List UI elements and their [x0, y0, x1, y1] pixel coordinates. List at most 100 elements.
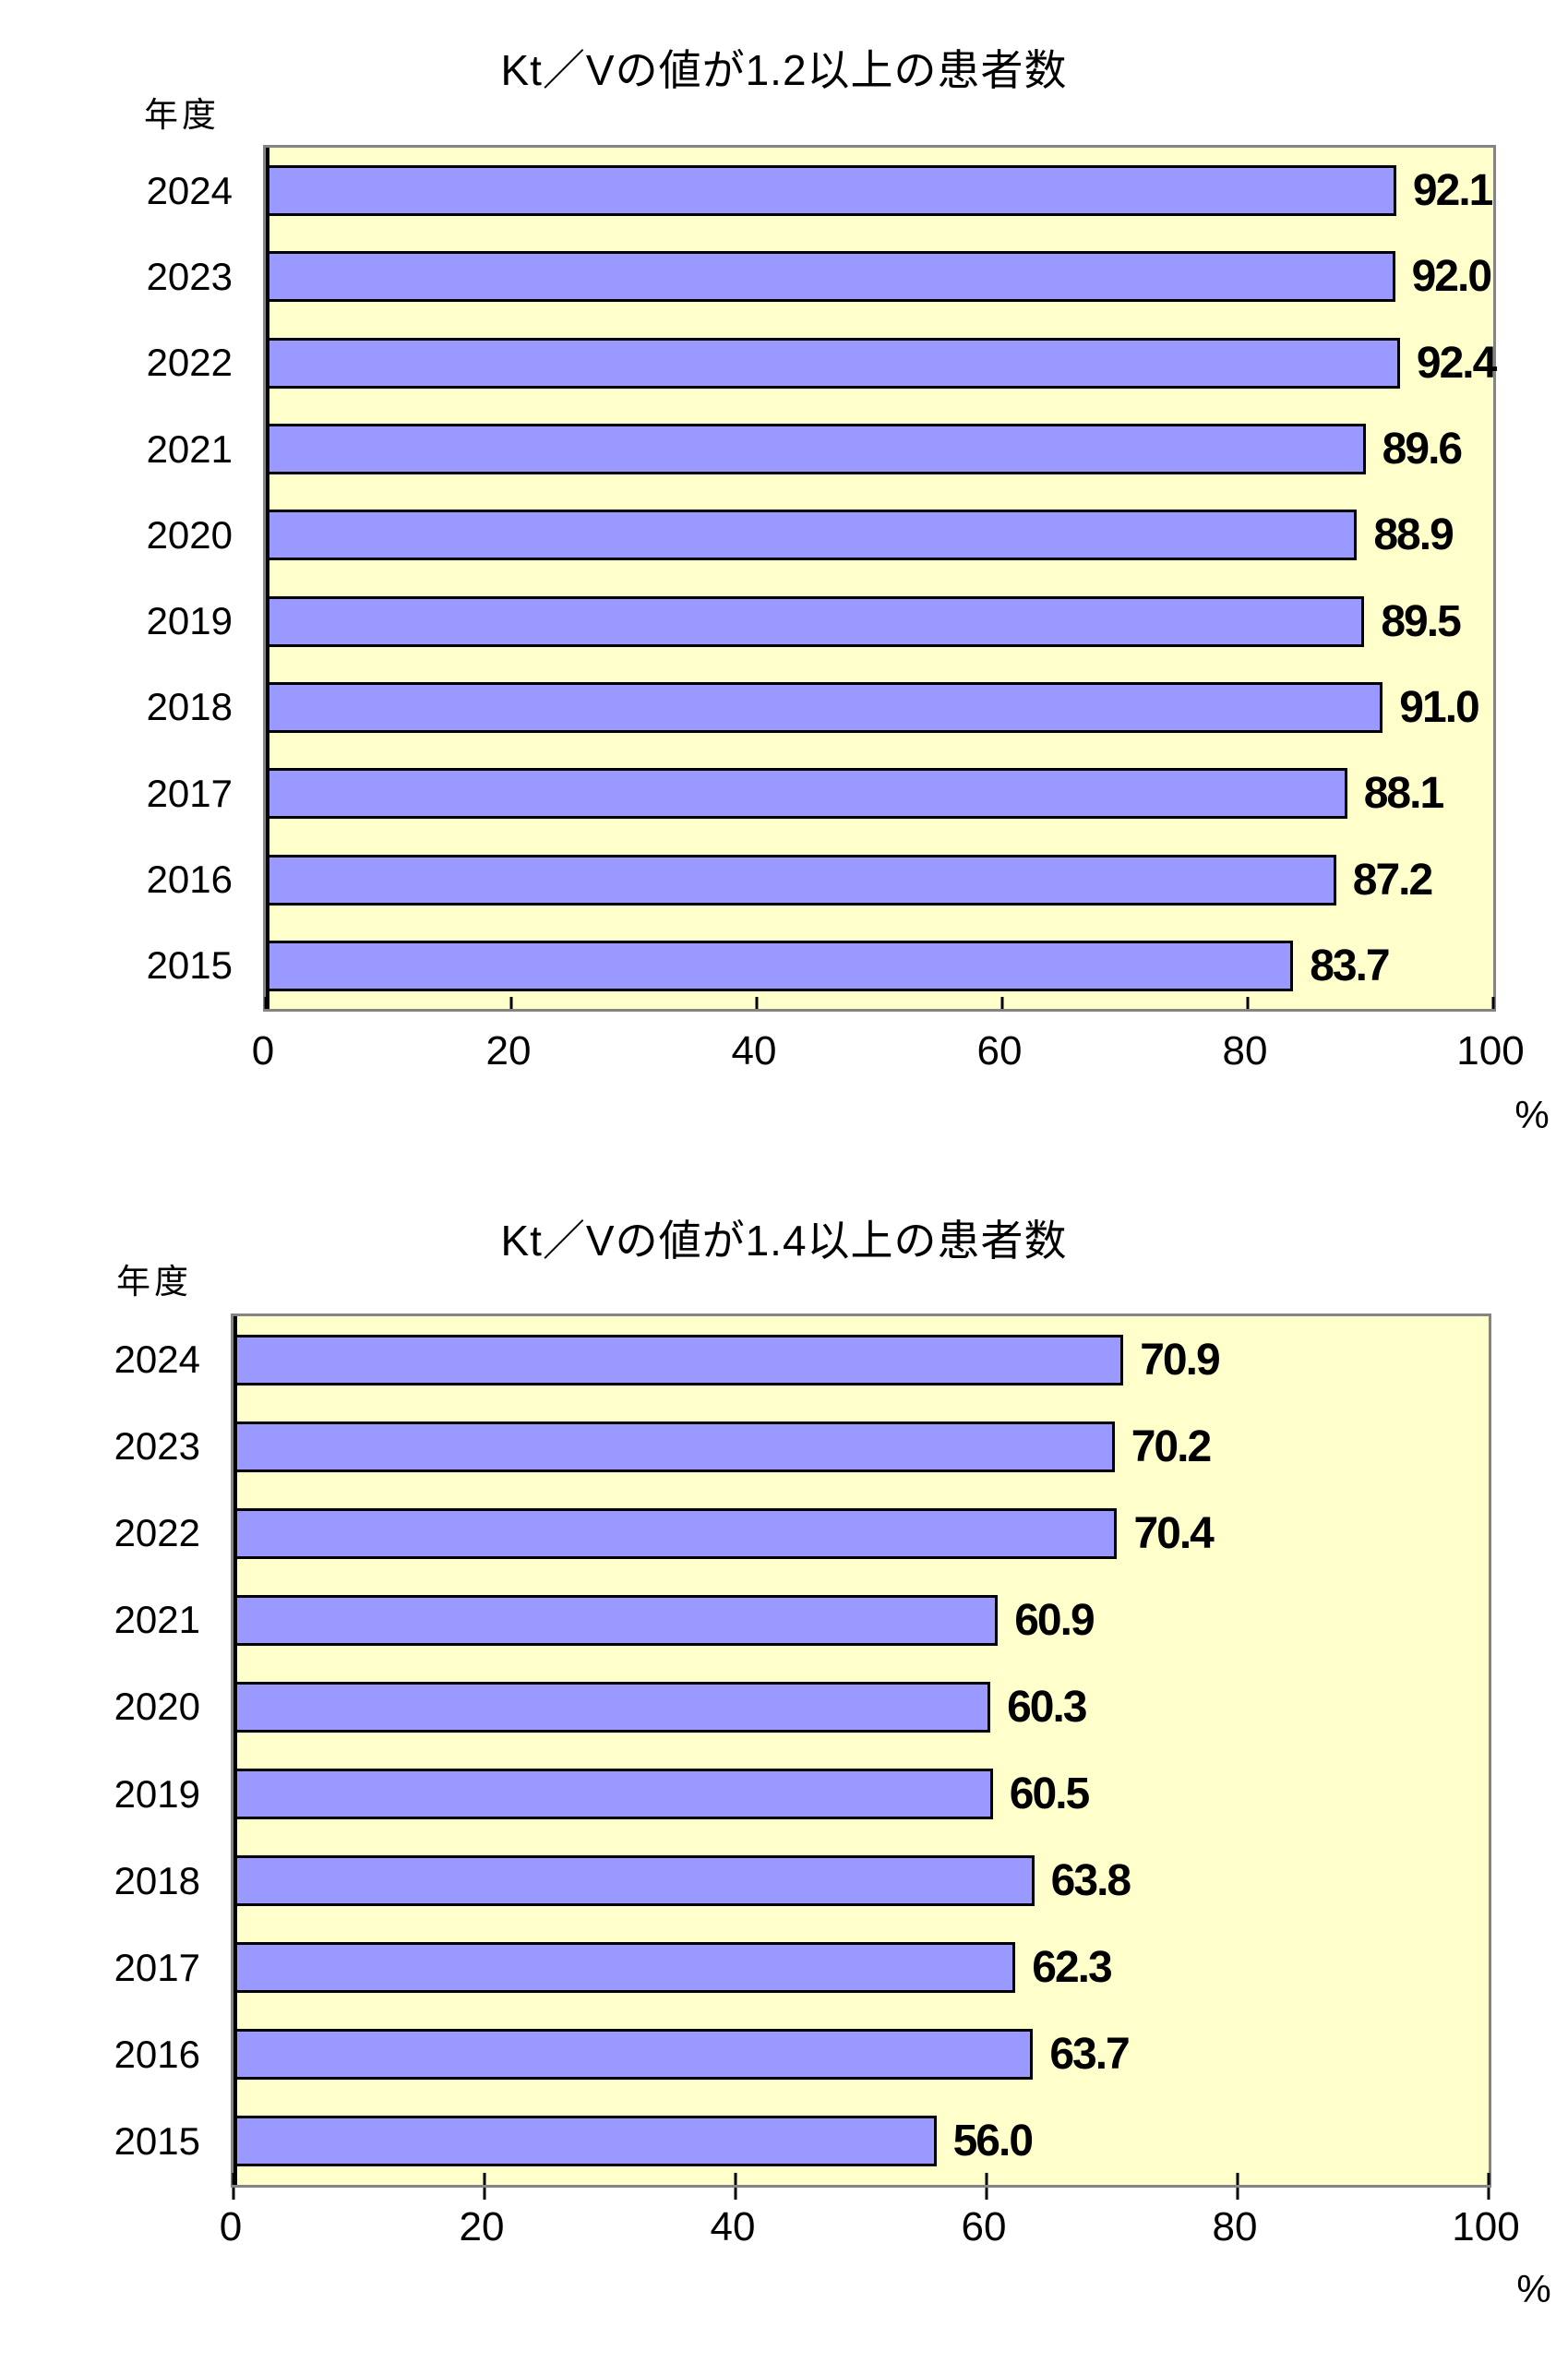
x-tick-label: 20 [485, 1028, 532, 1074]
value-label: 60.3 [1007, 1682, 1087, 1732]
unit-label: % [1514, 1093, 1550, 1136]
bar-row: 2021 89.6 [147, 406, 1493, 492]
year-label: 2020 [114, 1685, 200, 1729]
bar-rows: 2024 70.9 2023 70.2 2022 70.4 2021 60.9 2020 60.3… [114, 1316, 1489, 2185]
value-label: 92.1 [1412, 166, 1493, 216]
bar-rows: 2024 92.1 2023 92.0 2022 92.4 2021 89.6 2020 88.9… [147, 148, 1497, 1009]
year-label: 2024 [114, 1337, 200, 1382]
bar-row: 2022 92.4 [147, 320, 1497, 406]
bar [233, 1334, 1124, 1385]
x-tick [1000, 997, 1004, 1009]
bar [233, 1594, 999, 1646]
value-label: 83.7 [1310, 941, 1390, 990]
year-label: 2018 [114, 1858, 200, 1902]
y-axis-title: 年度 [144, 96, 220, 134]
y-axis-title: 年度 [116, 1263, 192, 1301]
bar-row: 2016 63.7 [114, 2011, 1489, 2098]
value-label: 92.4 [1416, 338, 1497, 388]
value-label: 89.6 [1382, 425, 1463, 474]
chart-title: Kt／Vの値が1.4以上の患者数 [500, 1217, 1068, 1265]
bar [233, 2116, 937, 2167]
bar-row: 2020 88.9 [147, 492, 1493, 578]
x-tick-label: 0 [219, 2204, 243, 2249]
unit-label: % [1516, 2267, 1551, 2310]
plot-area: 2024 70.9 2023 70.2 2022 70.4 2021 60.9 2020 60.3… [114, 1313, 1491, 2200]
bar-row: 2019 60.5 [114, 1750, 1489, 1837]
x-tick [1487, 2188, 1490, 2200]
x-tick [1236, 2188, 1239, 2200]
x-tick [1236, 2173, 1239, 2185]
bar [233, 1507, 1118, 1559]
bar-row: 2017 62.3 [114, 1925, 1489, 2011]
value-label: 91.0 [1399, 682, 1479, 732]
bar-row: 2020 60.3 [114, 1663, 1489, 1750]
bar [266, 337, 1400, 389]
x-tick [264, 997, 268, 1009]
bar-row: 2024 70.9 [114, 1316, 1489, 1403]
x-tick [1487, 2173, 1490, 2185]
value-label: 60.5 [1009, 1769, 1090, 1819]
x-axis-labels: 0 20 40 60 80 100 [252, 1028, 1525, 1074]
value-label: 56.0 [952, 2117, 1034, 2166]
value-label: 92.0 [1411, 252, 1492, 302]
year-label: 2022 [146, 341, 233, 385]
value-label: 63.8 [1050, 1856, 1131, 1906]
bar-row: 2015 56.0 [114, 2098, 1489, 2185]
x-tick-label: 40 [710, 2204, 756, 2249]
x-tick [483, 2173, 486, 2185]
bar [233, 2029, 1034, 2081]
bar-row: 2022 70.4 [114, 1490, 1489, 1577]
bar-row: 2017 88.1 [147, 750, 1493, 836]
year-label: 2024 [146, 168, 233, 212]
x-tick [232, 2173, 235, 2185]
bar [233, 1421, 1115, 1472]
y-axis-line [233, 1316, 237, 2185]
bar [266, 768, 1347, 820]
bar-row: 2016 87.2 [147, 836, 1493, 922]
value-label: 60.9 [1014, 1595, 1095, 1645]
bar [266, 424, 1366, 475]
year-label: 2020 [146, 512, 233, 557]
year-label: 2015 [146, 943, 233, 988]
value-label: 87.2 [1352, 855, 1433, 905]
x-tick [1246, 997, 1250, 1009]
bar [266, 510, 1358, 561]
bar-row: 2023 92.0 [147, 234, 1493, 319]
x-tick [755, 997, 759, 1009]
value-label: 70.4 [1133, 1508, 1214, 1558]
year-label: 2019 [146, 599, 233, 643]
x-tick [509, 997, 513, 1009]
x-tick [985, 2188, 988, 2200]
x-tick-label: 60 [961, 2204, 1007, 2249]
bar [266, 681, 1383, 733]
bar-row: 2018 91.0 [147, 665, 1493, 750]
x-tick-label: 80 [1222, 1028, 1268, 1074]
year-label: 2018 [146, 685, 233, 729]
year-label: 2017 [114, 1945, 200, 1989]
year-label: 2016 [146, 858, 233, 902]
x-tick-label: 20 [459, 2204, 505, 2249]
bar [233, 1769, 993, 1820]
year-label: 2019 [114, 1771, 200, 1816]
x-tick [985, 2173, 988, 2185]
bar-row: 2018 63.8 [114, 1838, 1489, 1925]
bar [266, 165, 1396, 217]
value-label: 88.9 [1373, 510, 1454, 560]
x-tick [734, 2188, 737, 2200]
bar-row: 2015 83.7 [147, 923, 1493, 1009]
year-label: 2021 [146, 426, 233, 471]
year-label: 2022 [114, 1511, 200, 1555]
bar [266, 595, 1365, 647]
x-tick [483, 2188, 486, 2200]
bar [266, 854, 1336, 906]
bar [266, 940, 1294, 991]
x-tick [734, 2173, 737, 2185]
x-tick-label: 40 [731, 1028, 777, 1074]
bar [233, 1681, 991, 1733]
value-label: 70.2 [1131, 1421, 1212, 1471]
bar-row: 2024 92.1 [147, 148, 1493, 234]
bar [233, 1855, 1035, 1907]
bar [266, 251, 1395, 303]
bar [233, 1942, 1016, 1994]
